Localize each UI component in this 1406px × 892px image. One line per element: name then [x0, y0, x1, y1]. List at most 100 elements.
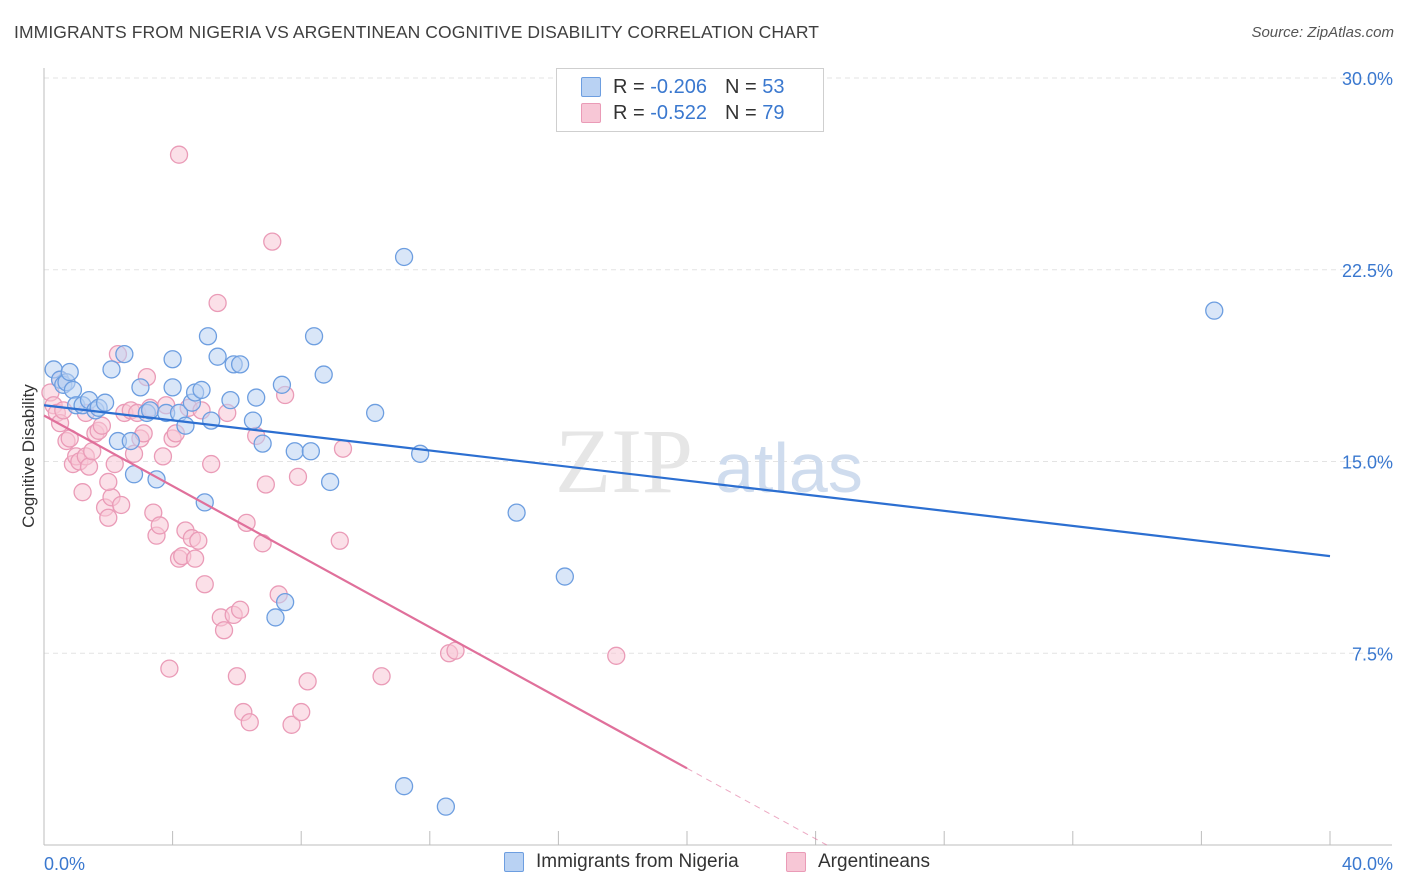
nigeria-point [243, 411, 263, 430]
axes [43, 68, 1392, 846]
nigeria-point [63, 380, 83, 400]
x-tick-label: 0.0% [44, 854, 85, 874]
argentinean-point [288, 467, 308, 486]
bottom-legend-swatch-argentinean [786, 852, 806, 872]
nigeria-point [304, 327, 324, 346]
nigeria-point [247, 388, 266, 407]
trend-lines [43, 404, 1331, 846]
y-tick-label: 30.0% [1342, 69, 1393, 89]
nigeria-point [285, 442, 304, 461]
argentinean-point [372, 667, 391, 686]
nigeria-point [394, 777, 414, 796]
nigeria-point [365, 403, 385, 423]
argentinean-point [263, 232, 282, 251]
legend-row-argentinean: R = -0.522 N = 79 [581, 101, 784, 125]
legend: R = -0.206 N = 53 R = -0.522 N = 79 [556, 68, 824, 132]
legend-n-label: N = [724, 75, 763, 98]
argentinean-point [150, 516, 169, 535]
argentinean-point [256, 475, 275, 494]
argentinean-point [79, 457, 99, 476]
argentinean-point [99, 508, 118, 527]
bottom-legend-swatch-nigeria [504, 852, 524, 872]
legend-r-label: R = [613, 101, 651, 124]
nigeria-point [1205, 301, 1224, 320]
nigeria-point [198, 327, 218, 346]
bottom-legend-label-nigeria: Immigrants from Nigeria [536, 851, 739, 872]
y-tick-label: 22.5% [1342, 261, 1393, 281]
source-note: Source: ZipAtlas.com [1251, 24, 1394, 41]
nigeria-point [272, 375, 292, 394]
nigeria-trend-line [43, 404, 1331, 558]
nigeria-point [394, 247, 414, 267]
argentinean-point [230, 600, 250, 619]
nigeria-point [301, 442, 320, 461]
argentinean-point [189, 531, 208, 550]
legend-r-value-argentinean: -0.522 [650, 101, 707, 124]
nigeria-point [253, 434, 272, 453]
argentinean-point [240, 713, 259, 732]
nigeria-point [275, 592, 295, 612]
legend-swatch-nigeria [581, 77, 601, 97]
legend-r-label: R = [613, 75, 651, 98]
nigeria-point [163, 378, 182, 397]
y-tick-label: 7.5% [1352, 644, 1393, 664]
argentinean-point [153, 447, 173, 466]
y-axis-label: Cognitive Disability [19, 384, 38, 528]
nigeria-point [314, 365, 333, 384]
legend-n-value-argentinean: 79 [762, 101, 785, 124]
argentinean-point [227, 667, 247, 686]
nigeria-point [555, 567, 574, 586]
argentinean-point [333, 439, 353, 458]
argentinean-point [92, 416, 112, 435]
watermark-zip: ZIP [555, 410, 693, 512]
nigeria-points [44, 247, 1224, 816]
bottom-legend-argentinean: Argentineans [786, 851, 930, 873]
legend-n-value-nigeria: 53 [762, 75, 785, 98]
argentinean-point [169, 145, 189, 164]
nigeria-point [507, 503, 526, 522]
argentinean-point [298, 672, 317, 691]
nigeria-point [192, 380, 211, 400]
tick-labels: 7.5% 15.0% 22.5% 30.0% 0.0% 40.0% [44, 69, 1393, 874]
x-tick-label: 40.0% [1342, 854, 1393, 874]
argentinean-point [202, 454, 221, 474]
bottom-legend-label-argentinean: Argentineans [818, 851, 930, 872]
argentinean-point [292, 702, 311, 722]
argentinean-point [185, 549, 205, 568]
legend-row-nigeria: R = -0.206 N = 53 [581, 75, 784, 99]
nigeria-point [195, 493, 214, 512]
nigeria-point [163, 350, 182, 369]
argentinean-point [99, 472, 118, 492]
legend-swatch-argentinean [581, 103, 601, 123]
nigeria-point [436, 797, 456, 816]
watermark: ZIP atlas [555, 410, 863, 512]
y-tick-label: 15.0% [1342, 453, 1393, 473]
nigeria-point [121, 431, 140, 451]
nigeria-point [131, 378, 150, 397]
argentinean-point [253, 534, 272, 553]
watermark-atlas: atlas [715, 429, 863, 507]
argentinean-trend-line [43, 414, 688, 770]
argentinean-point [105, 454, 124, 474]
argentinean-point [195, 575, 214, 594]
argentinean-trend-extension [686, 767, 828, 846]
nigeria-point [221, 390, 240, 410]
argentinean-point [607, 646, 626, 665]
nigeria-point [266, 608, 285, 627]
nigeria-point [115, 344, 134, 364]
argentinean-point [282, 715, 301, 734]
argentinean-point [73, 483, 92, 502]
nigeria-point [176, 416, 195, 435]
argentinean-point [330, 531, 349, 550]
argentinean-point [208, 293, 227, 313]
nigeria-point [102, 360, 121, 379]
nigeria-point [60, 362, 79, 382]
legend-r-value-nigeria: -0.206 [650, 75, 707, 98]
nigeria-point [320, 472, 340, 492]
nigeria-point [230, 355, 250, 374]
chart-title: IMMIGRANTS FROM NIGERIA VS ARGENTINEAN C… [14, 22, 820, 42]
bottom-legend-nigeria: Immigrants from Nigeria [504, 851, 739, 873]
nigeria-point [95, 393, 115, 412]
argentinean-point [214, 621, 234, 640]
